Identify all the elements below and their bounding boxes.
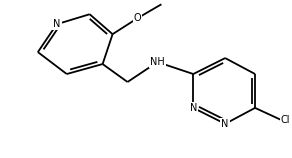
Text: O: O — [134, 13, 141, 23]
Text: N: N — [190, 103, 197, 113]
Text: Cl: Cl — [281, 115, 291, 125]
Text: NH: NH — [150, 57, 165, 67]
Text: N: N — [222, 119, 229, 129]
Text: N: N — [53, 19, 60, 29]
